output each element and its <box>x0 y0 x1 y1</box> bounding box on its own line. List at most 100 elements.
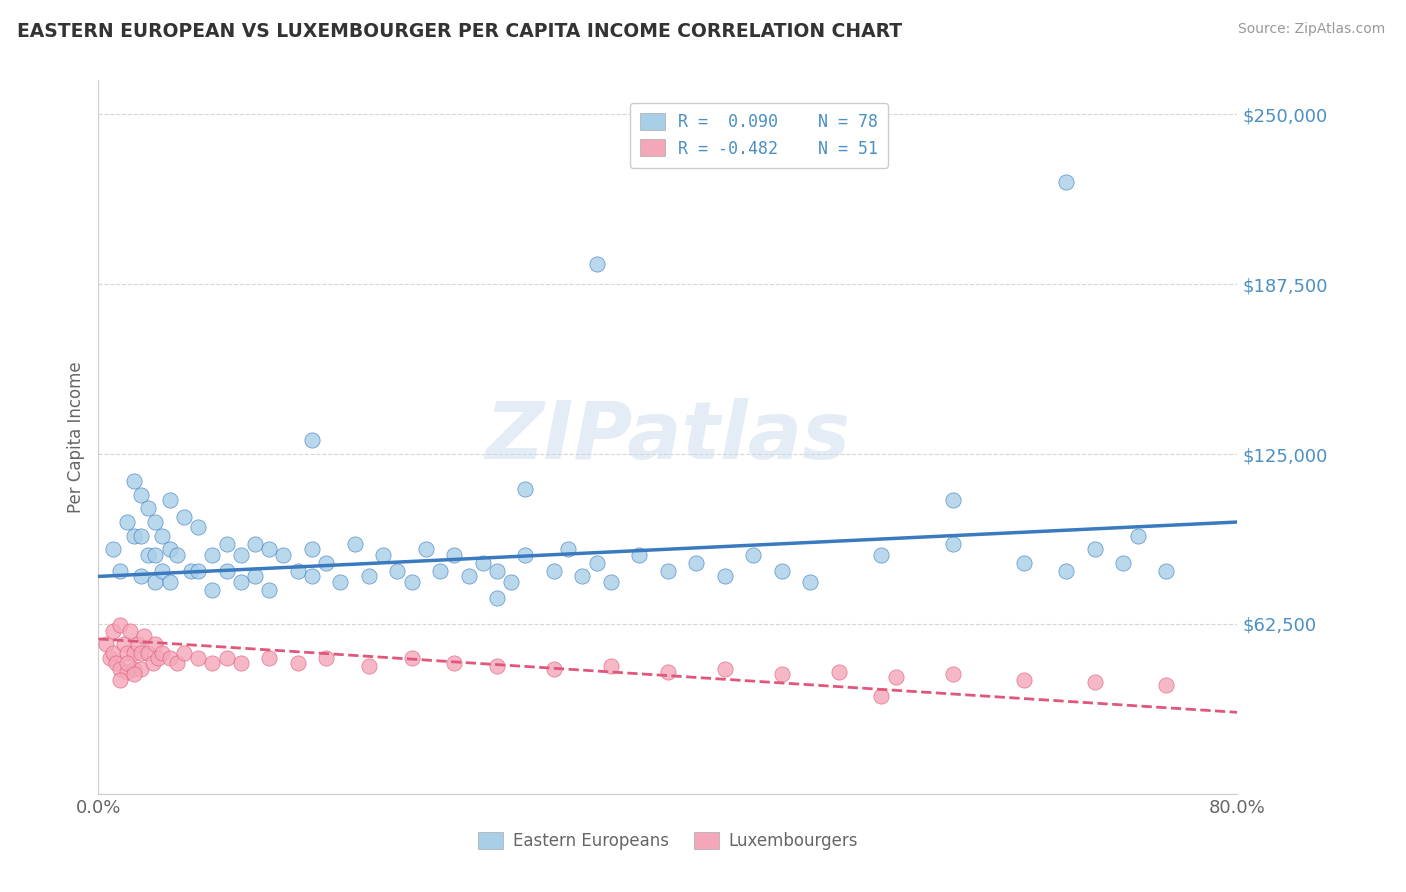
Point <box>148 651 170 665</box>
Point <box>657 564 679 578</box>
Point <box>315 556 337 570</box>
Point <box>122 667 145 681</box>
Point <box>685 556 707 570</box>
Point <box>301 542 323 557</box>
Point <box>159 493 181 508</box>
Point <box>136 646 159 660</box>
Point <box>108 662 131 676</box>
Point <box>870 689 893 703</box>
Point <box>136 548 159 562</box>
Point <box>742 548 765 562</box>
Point <box>387 564 409 578</box>
Point <box>159 574 181 589</box>
Point <box>357 569 380 583</box>
Point <box>115 665 138 679</box>
Point <box>287 657 309 671</box>
Point <box>215 651 238 665</box>
Point <box>259 542 281 557</box>
Point <box>471 556 494 570</box>
Point <box>799 574 821 589</box>
Point <box>585 556 607 570</box>
Point <box>401 574 423 589</box>
Point <box>942 537 965 551</box>
Point <box>122 662 145 676</box>
Point <box>1056 175 1078 189</box>
Point <box>287 564 309 578</box>
Point <box>101 646 124 660</box>
Point <box>1154 678 1177 692</box>
Point <box>115 515 138 529</box>
Text: EASTERN EUROPEAN VS LUXEMBOURGER PER CAPITA INCOME CORRELATION CHART: EASTERN EUROPEAN VS LUXEMBOURGER PER CAP… <box>17 22 903 41</box>
Point <box>657 665 679 679</box>
Point <box>884 670 907 684</box>
Point <box>122 646 145 660</box>
Point <box>828 665 851 679</box>
Point <box>714 569 737 583</box>
Point <box>108 564 131 578</box>
Point <box>152 646 174 660</box>
Point <box>180 564 202 578</box>
Point <box>770 667 793 681</box>
Point <box>571 569 593 583</box>
Point <box>108 673 131 687</box>
Point <box>259 651 281 665</box>
Legend: Eastern Europeans, Luxembourgers: Eastern Europeans, Luxembourgers <box>471 825 865 857</box>
Point <box>145 574 167 589</box>
Point <box>515 483 537 497</box>
Point <box>259 582 281 597</box>
Point <box>136 501 159 516</box>
Point <box>159 542 181 557</box>
Point <box>543 564 565 578</box>
Point <box>600 659 623 673</box>
Point <box>173 509 195 524</box>
Point <box>129 646 152 660</box>
Point <box>243 537 266 551</box>
Point <box>301 569 323 583</box>
Point <box>166 657 188 671</box>
Text: ZIPatlas: ZIPatlas <box>485 398 851 476</box>
Point <box>152 564 174 578</box>
Point <box>229 548 252 562</box>
Point <box>159 651 181 665</box>
Point <box>229 574 252 589</box>
Point <box>243 569 266 583</box>
Point <box>1056 564 1078 578</box>
Point <box>215 537 238 551</box>
Point <box>443 657 465 671</box>
Point <box>628 548 651 562</box>
Point <box>141 657 163 671</box>
Point <box>127 637 149 651</box>
Point <box>501 574 523 589</box>
Point <box>429 564 451 578</box>
Point <box>942 667 965 681</box>
Point <box>543 662 565 676</box>
Point <box>132 629 155 643</box>
Point <box>201 582 224 597</box>
Point <box>101 624 124 638</box>
Point <box>187 651 209 665</box>
Point <box>115 657 138 671</box>
Point <box>415 542 437 557</box>
Point <box>714 662 737 676</box>
Point <box>173 646 195 660</box>
Point <box>166 548 188 562</box>
Point <box>457 569 479 583</box>
Point <box>201 548 224 562</box>
Point <box>1112 556 1135 570</box>
Point <box>145 637 167 651</box>
Point <box>108 618 131 632</box>
Point <box>343 537 366 551</box>
Point <box>357 659 380 673</box>
Point <box>486 591 509 606</box>
Point <box>373 548 395 562</box>
Point <box>770 564 793 578</box>
Point <box>104 657 127 671</box>
Y-axis label: Per Capita Income: Per Capita Income <box>66 361 84 513</box>
Point <box>215 564 238 578</box>
Point <box>115 646 138 660</box>
Point <box>486 659 509 673</box>
Point <box>1084 675 1107 690</box>
Text: Source: ZipAtlas.com: Source: ZipAtlas.com <box>1237 22 1385 37</box>
Point <box>129 488 152 502</box>
Point <box>1012 556 1035 570</box>
